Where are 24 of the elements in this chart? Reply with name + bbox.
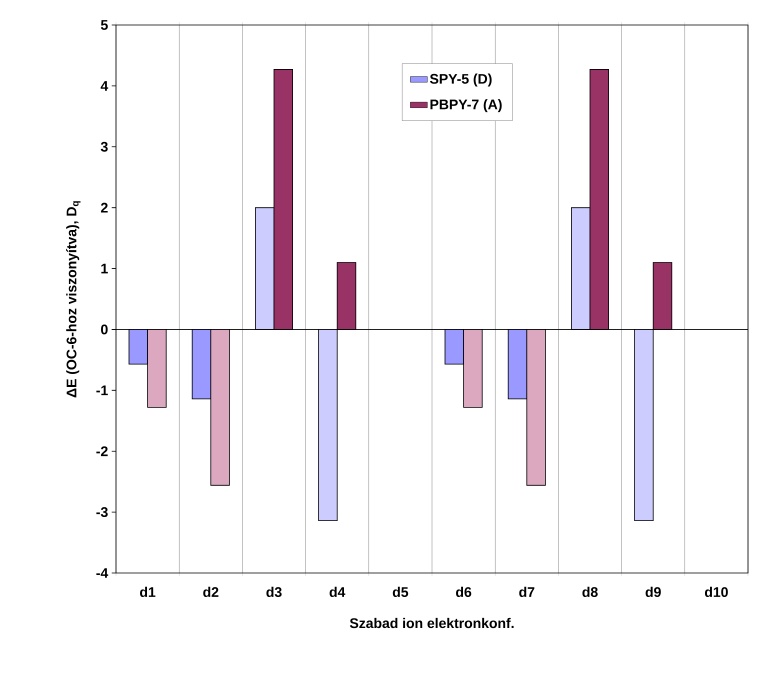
- y-tick-label: 2: [100, 202, 108, 213]
- x-tick-label: d3: [266, 586, 282, 598]
- x-axis-title: Szabad ion elektronkonf.: [350, 618, 514, 628]
- x-tick-label: d1: [140, 586, 156, 598]
- x-tick-label: d8: [582, 586, 598, 598]
- legend-label: PBPY-7 (A): [430, 99, 502, 112]
- y-tick-label: -3: [96, 507, 108, 518]
- y-tick-label: 4: [100, 81, 108, 91]
- x-tick-label: d5: [392, 586, 408, 598]
- y-tick-label: 1: [101, 264, 108, 274]
- y-tick-label: 0: [101, 324, 108, 334]
- x-tick-label: d10: [704, 586, 728, 598]
- y-tick-label: -4: [96, 568, 108, 578]
- x-tick-label: d2: [203, 586, 218, 598]
- y-axis-title: ΔE (OC-6-hoz viszonyítva), D$_{q}$: [66, 201, 80, 398]
- x-tick-label: d4: [330, 586, 346, 598]
- x-tick-label: d9: [646, 586, 661, 598]
- y-tick-label: -2: [96, 446, 108, 456]
- x-tick-label: d7: [519, 586, 534, 598]
- y-tick-label: -1: [96, 386, 108, 396]
- y-tick-label: 3: [100, 142, 108, 152]
- x-tick-label: d6: [456, 586, 472, 598]
- y-tick-label: 5: [100, 20, 108, 30]
- legend-label: SPY-5 (D): [430, 74, 492, 87]
